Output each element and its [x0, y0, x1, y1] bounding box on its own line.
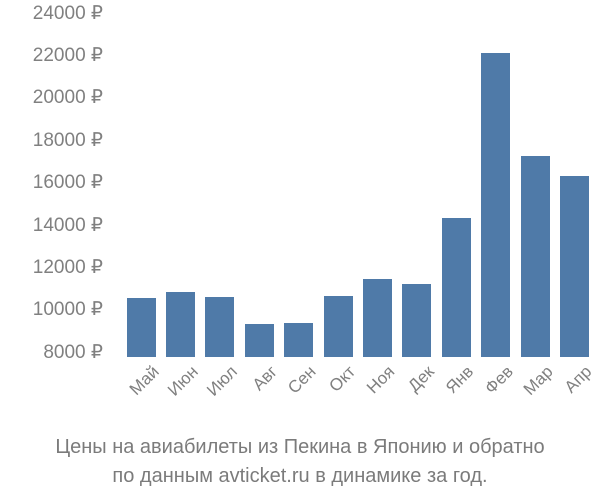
y-axis-tick-label: 12000 ₽ — [32, 256, 103, 278]
caption-line-1: Цены на авиабилеты из Пекина в Японию и … — [55, 436, 545, 458]
x-axis-label-feb: Фев — [481, 362, 518, 398]
x-axis-label-jul: Июл — [203, 362, 242, 400]
bar-oct — [323, 295, 353, 357]
y-axis-tick-label: 20000 ₽ — [32, 87, 103, 109]
bar-aug — [244, 324, 274, 357]
y-axis-tick-label: 16000 ₽ — [32, 172, 103, 194]
y-axis-tick-label: 8000 ₽ — [43, 341, 103, 363]
bar-apr — [559, 175, 589, 357]
x-axis-label-mar: Мар — [519, 362, 557, 399]
y-axis-tick-label: 24000 ₽ — [32, 2, 103, 24]
bar-nov — [362, 278, 392, 357]
x-axis-label-aug: Авг — [248, 362, 281, 395]
bar-jun — [165, 292, 195, 357]
bar-mar — [520, 155, 550, 357]
chart-plot-area: 8000 ₽ 10000 ₽ 12000 ₽ 14000 ₽ 16000 ₽ 18000 … — [32, 2, 596, 400]
x-axis-label-oct: Окт — [325, 362, 360, 396]
bar-jul — [205, 296, 235, 357]
x-axis-label-may: Май — [125, 362, 163, 399]
x-axis-label-dec: Дек — [404, 362, 439, 396]
x-axis-label-jun: Июн — [164, 362, 202, 400]
bar-sep — [284, 323, 314, 357]
chart-caption: Цены на авиабилеты из Пекина в Японию и … — [0, 433, 600, 491]
y-axis-tick-label: 22000 ₽ — [32, 44, 103, 66]
x-axis-label-sep: Сен — [284, 362, 321, 398]
bar-feb — [481, 52, 511, 357]
bar-dec — [402, 283, 432, 357]
bar-may — [126, 297, 156, 357]
x-axis-label-nov: Ноя — [363, 362, 399, 398]
y-axis-tick-label: 14000 ₽ — [32, 214, 103, 236]
x-axis-label-apr: Апр — [561, 362, 596, 397]
bar-jan — [441, 218, 471, 357]
caption-line-2: по данным avticket.ru в динамике за год. — [112, 465, 488, 487]
x-axis-label-jan: Янв — [442, 362, 478, 398]
y-axis-tick-label: 10000 ₽ — [32, 299, 103, 321]
y-axis-tick-label: 18000 ₽ — [32, 129, 103, 151]
